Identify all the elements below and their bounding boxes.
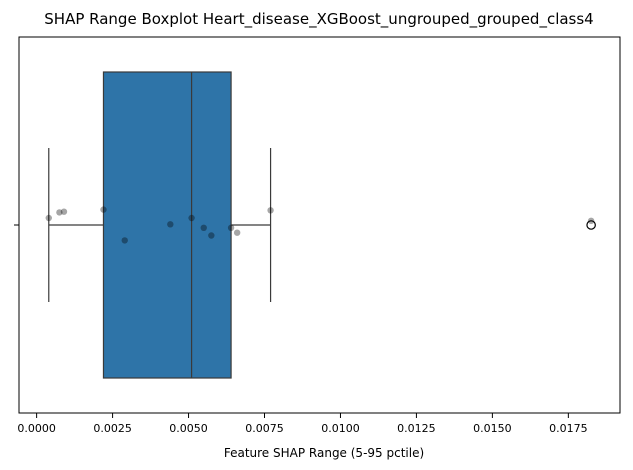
data-point bbox=[233, 229, 241, 236]
data-point bbox=[267, 207, 274, 214]
x-tick-label: 0.0000 bbox=[17, 422, 56, 435]
x-tick-label: 0.0175 bbox=[549, 422, 588, 435]
x-axis-label: Feature SHAP Range (5-95 pctile) bbox=[224, 446, 424, 460]
plot-area: 0.0000 0.0025 0.0050 0.0075 0.0100 0.0125 0.01… bbox=[14, 36, 621, 435]
data-point bbox=[188, 214, 195, 222]
x-tick-label: 0.0050 bbox=[169, 422, 208, 435]
data-point bbox=[200, 224, 207, 231]
data-point bbox=[56, 209, 63, 216]
data-point bbox=[227, 224, 235, 231]
data-point bbox=[60, 208, 68, 215]
outlier-marker bbox=[586, 220, 596, 230]
x-tick-label: 0.0025 bbox=[93, 422, 132, 435]
data-point bbox=[45, 214, 52, 222]
chart-title: SHAP Range Boxplot Heart_disease_XGBoost… bbox=[44, 10, 593, 29]
x-tick-label: 0.0100 bbox=[321, 422, 360, 435]
x-tick-label: 0.0125 bbox=[397, 422, 436, 435]
data-point bbox=[100, 206, 107, 213]
data-point bbox=[208, 232, 215, 239]
x-tick-label: 0.0075 bbox=[245, 422, 284, 435]
iqr-box bbox=[102, 71, 232, 379]
data-point bbox=[121, 237, 128, 244]
data-point bbox=[587, 217, 595, 224]
x-tick-label: 0.0150 bbox=[473, 422, 512, 435]
data-point bbox=[167, 221, 174, 228]
